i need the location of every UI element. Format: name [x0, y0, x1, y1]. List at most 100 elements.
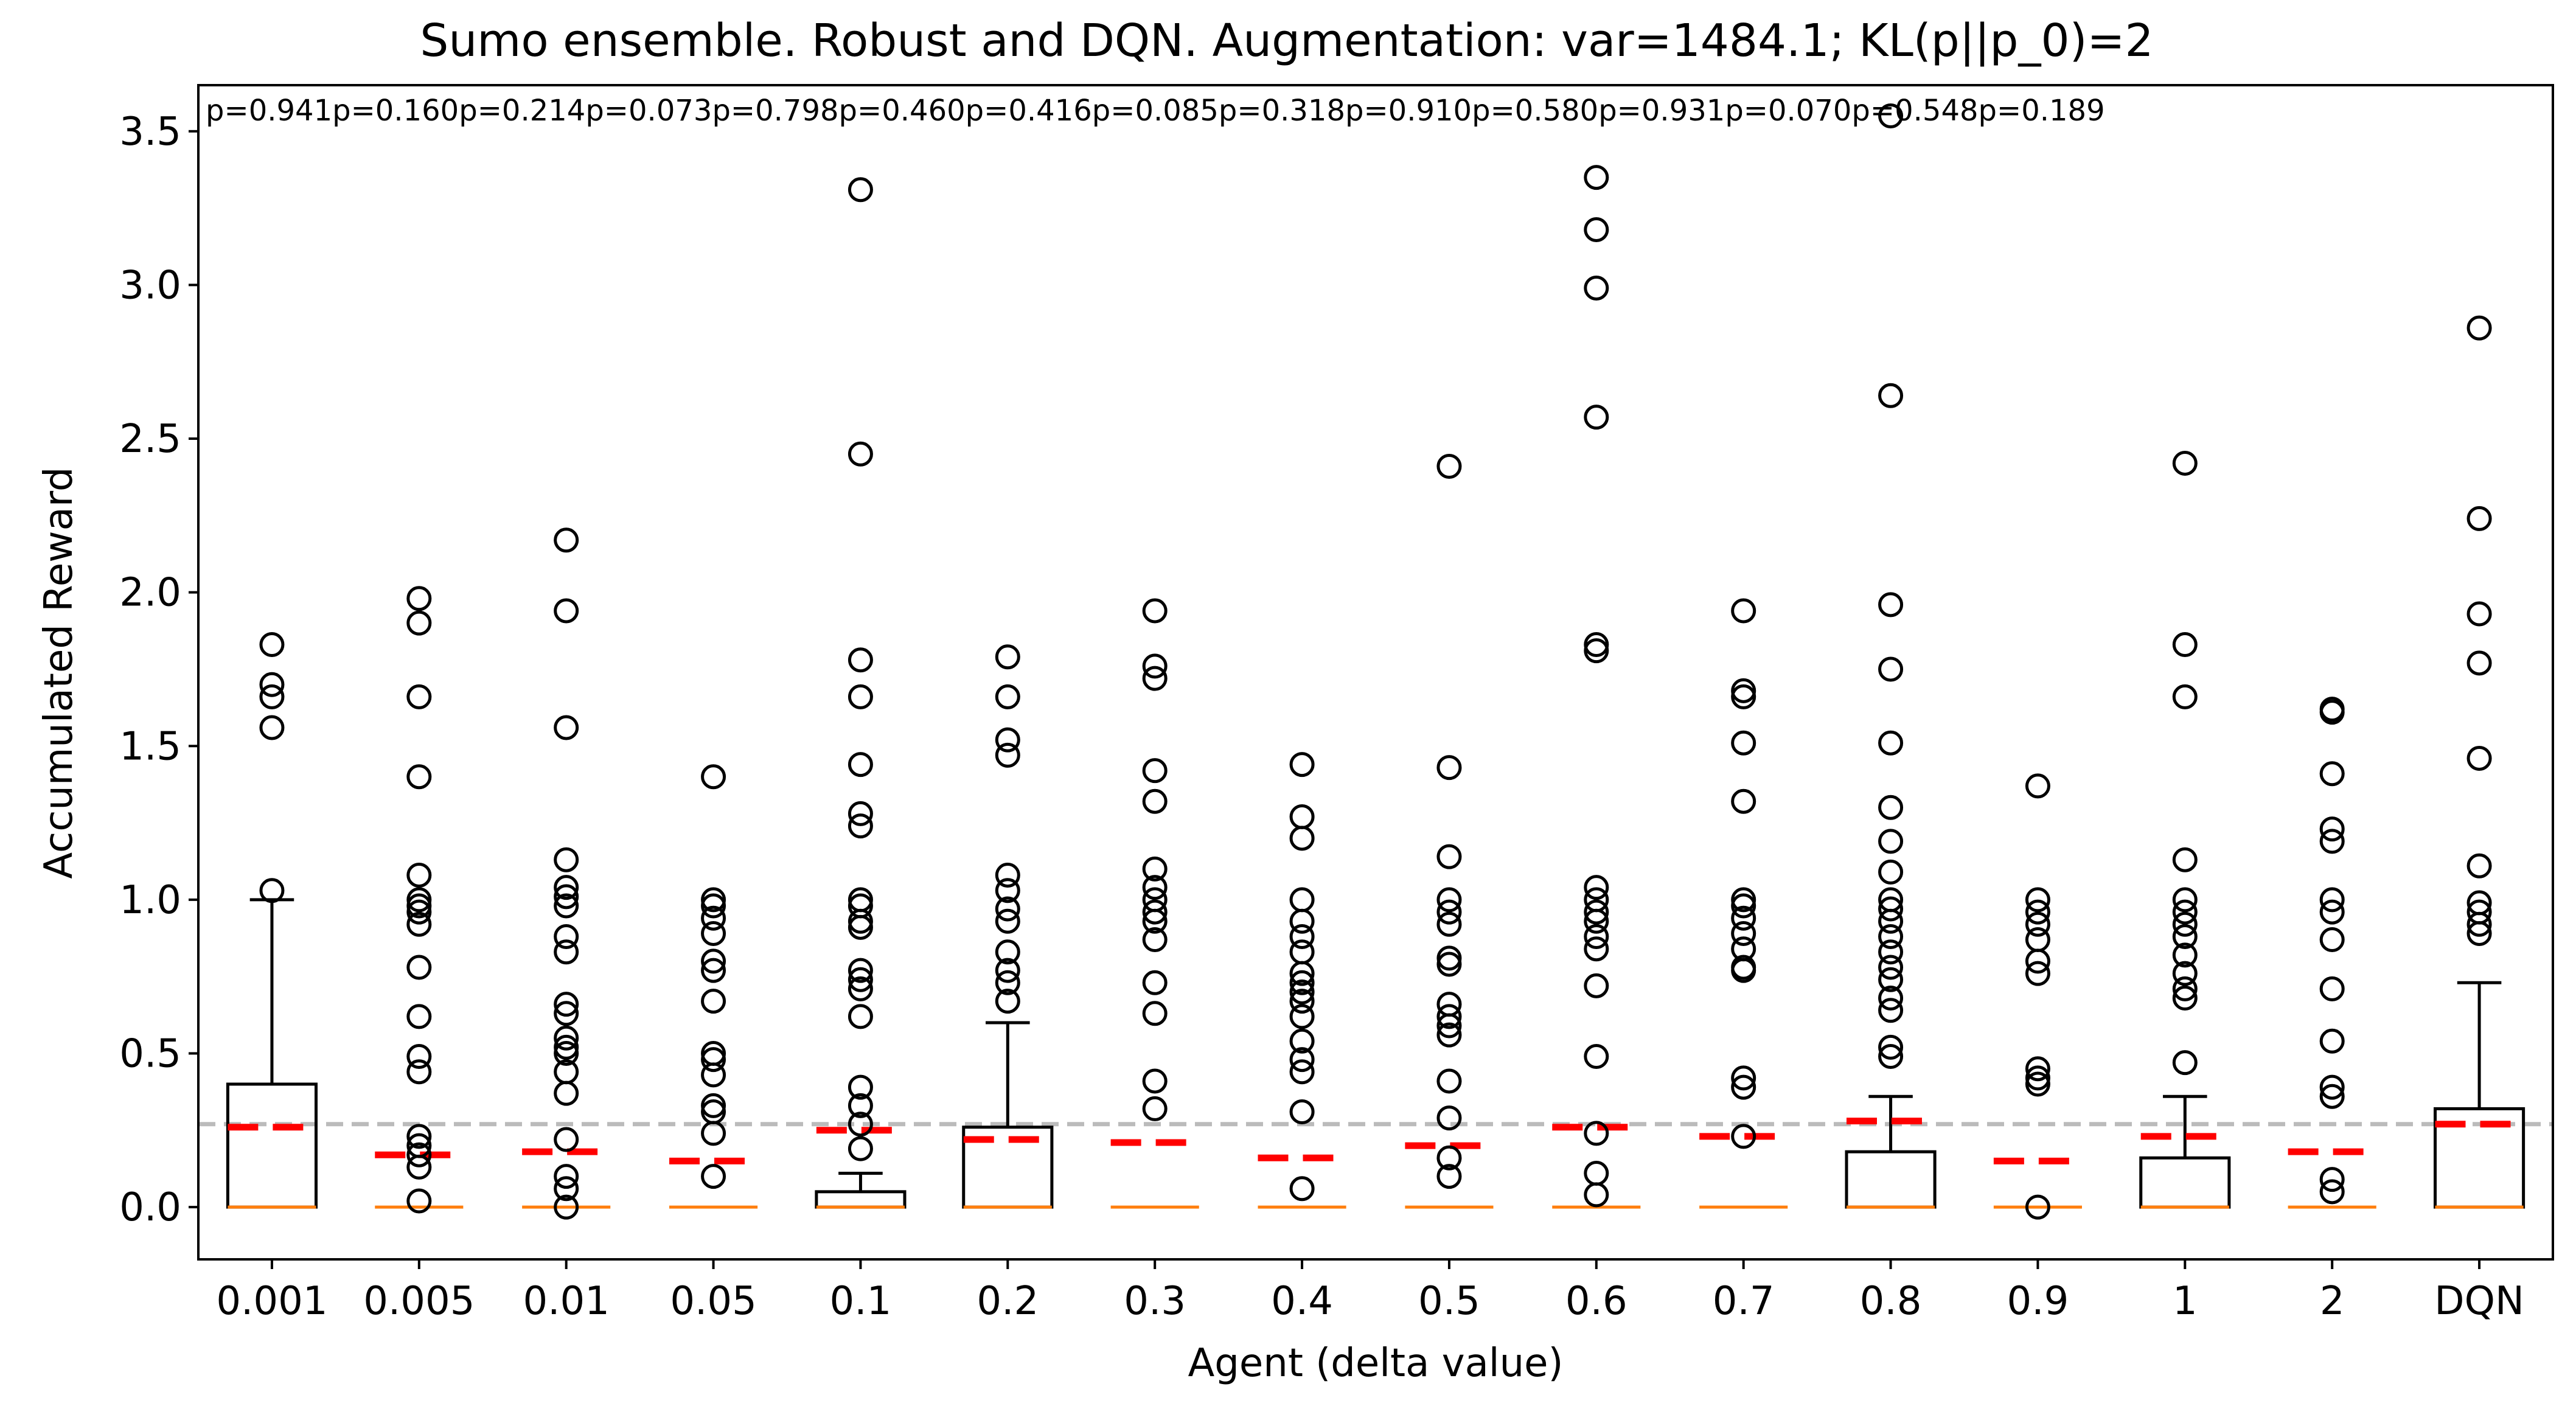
p-value-label: p=0.548: [1851, 94, 1978, 128]
outlier-point: [848, 684, 873, 709]
outlier-point: [2319, 761, 2345, 787]
outlier-point: [1584, 1182, 1609, 1208]
outlier-point: [1731, 678, 1756, 703]
y-tick-label: 1.5: [119, 724, 181, 769]
outlier-point: [701, 1040, 726, 1066]
p-value-label: p=0.416: [966, 94, 1092, 128]
outlier-point: [1142, 1001, 1168, 1026]
outlier-point: [995, 862, 1020, 888]
outlier-point: [1584, 973, 1609, 998]
outlier-point: [2319, 976, 2345, 1001]
outlier-point: [1289, 989, 1315, 1014]
p-value-label: p=0.160: [332, 94, 459, 128]
x-axis-ticks: 0.001 0.005 0.01 0.05 0.1 0.2 0.3 0.4 0.5 0.6 0.7 0…: [216, 1259, 2524, 1324]
outlier-point: [406, 1142, 432, 1167]
outlier-point: [1289, 887, 1315, 913]
outlier-point: [554, 875, 579, 900]
outlier-point: [1731, 684, 1756, 709]
outlier-point: [1731, 1124, 1756, 1149]
outlier-point: [406, 1124, 432, 1149]
outlier-point: [406, 1133, 432, 1158]
outlier-point: [406, 1059, 432, 1085]
box-group-0.5: [1405, 453, 1494, 1209]
outlier-point: [995, 896, 1020, 922]
outlier-point: [1142, 970, 1168, 995]
outlier-point: [1289, 979, 1315, 1004]
outlier-point: [1731, 905, 1756, 931]
outlier-point: [2319, 697, 2345, 722]
y-tick-label: 3.5: [119, 110, 181, 155]
x-tick-label: 0.3: [1124, 1279, 1186, 1324]
outlier-point: [554, 598, 579, 624]
outlier-point: [2025, 887, 2050, 913]
outlier-point: [1878, 924, 1904, 950]
outlier-point: [848, 1093, 873, 1118]
outlier-point: [848, 813, 873, 839]
chart-title: Sumo ensemble. Robust and DQN. Augmentat…: [420, 15, 2153, 67]
outlier-point: [554, 1001, 579, 1026]
outlier-point: [2025, 1071, 2050, 1097]
outlier-point: [554, 715, 579, 740]
outlier-point: [848, 647, 873, 673]
outlier-point: [1142, 1068, 1168, 1094]
outlier-point: [554, 1194, 579, 1220]
y-tick-label: 0.5: [119, 1031, 181, 1076]
outlier-point: [554, 893, 579, 919]
box-group-0.4: [1258, 752, 1346, 1209]
outlier-point: [1878, 656, 1904, 682]
box: [2139, 1156, 2231, 1209]
outlier-point: [1142, 598, 1168, 624]
outlier-point: [1584, 924, 1609, 950]
outlier-point: [2466, 650, 2492, 676]
outlier-point: [2172, 986, 2198, 1011]
outlier-point: [1142, 875, 1168, 900]
outlier-point: [1142, 653, 1168, 679]
outlier-point: [406, 955, 432, 980]
box-group-0.3: [1110, 598, 1199, 1209]
outlier-point: [2319, 1028, 2345, 1054]
outlier-point: [1731, 920, 1756, 946]
x-tick-label: 0.1: [830, 1279, 892, 1324]
outlier-point: [701, 905, 726, 931]
outlier-point: [1289, 1176, 1315, 1202]
outlier-point: [259, 715, 285, 740]
outlier-point: [1142, 1096, 1168, 1121]
p-value-label: p=0.070: [1725, 94, 1851, 128]
box-group-0.8: [1845, 103, 1937, 1209]
outlier-point: [1731, 788, 1756, 814]
outlier-point: [554, 847, 579, 872]
x-tick-label: DQN: [2434, 1279, 2524, 1324]
outlier-point: [701, 1047, 726, 1073]
outlier-point: [995, 989, 1020, 1014]
outlier-point: [848, 1074, 873, 1100]
outlier-point: [1878, 887, 1904, 913]
p-value-label: p=0.580: [1472, 94, 1598, 128]
outlier-point: [406, 1188, 432, 1214]
outlier-point: [995, 970, 1020, 995]
outlier-point: [1289, 908, 1315, 934]
outlier-point: [2319, 1179, 2345, 1205]
outlier-point: [554, 924, 579, 950]
outlier-point: [259, 878, 285, 903]
outlier-point: [1584, 275, 1609, 301]
outlier-point: [2466, 601, 2492, 627]
outlier-point: [1731, 1065, 1756, 1091]
x-tick-label: 0.4: [1271, 1279, 1333, 1324]
outlier-point: [2025, 1065, 2050, 1091]
outlier-point: [406, 684, 432, 709]
outlier-point: [1436, 911, 1462, 937]
outlier-point: [995, 878, 1020, 903]
outlier-point: [1584, 632, 1609, 658]
p-value-label: p=0.798: [712, 94, 838, 128]
box-group-DQN: [2434, 315, 2526, 1209]
box-group-0.6: [1552, 165, 1641, 1209]
outlier-point: [2319, 899, 2345, 925]
y-tick-label: 2.5: [119, 417, 181, 462]
outlier-point: [1878, 383, 1904, 408]
outlier-point: [848, 967, 873, 992]
outlier-point: [2319, 816, 2345, 842]
outlier-point: [1289, 970, 1315, 995]
outlier-point: [1436, 453, 1462, 479]
outlier-point: [406, 610, 432, 636]
p-value-label: p=0.189: [1979, 94, 2105, 128]
